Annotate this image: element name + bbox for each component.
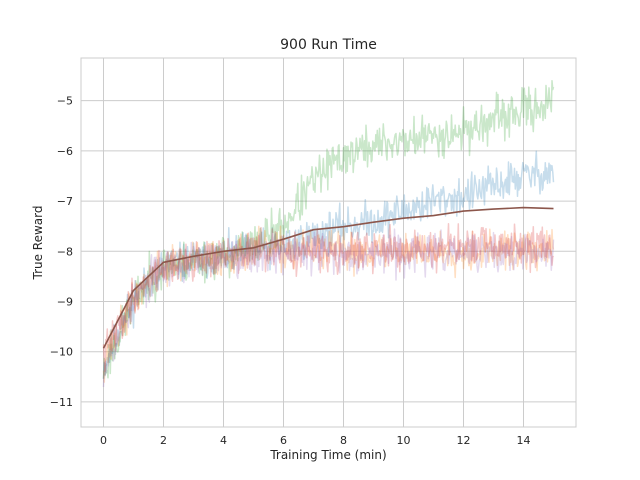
mean-line: [102, 206, 554, 349]
y-tick-label: −10: [50, 346, 73, 359]
y-tick-label: −9: [57, 295, 73, 308]
x-tick-labels: 0 2 4 6 8 10 12 14: [100, 434, 531, 447]
run-line-5: [102, 228, 555, 388]
x-tick-label: 0: [100, 434, 107, 447]
x-tick-label: 2: [160, 434, 167, 447]
run-line-4: [102, 223, 555, 373]
run-line-3: [102, 225, 555, 383]
axes-border: [80, 57, 577, 428]
x-tick-label: 8: [340, 434, 347, 447]
run-line-2: [102, 79, 555, 379]
series-lines: [102, 79, 555, 388]
run-line-1: [102, 150, 555, 380]
y-tick-label: −5: [57, 95, 73, 108]
y-axis-label: True Reward: [31, 206, 45, 281]
x-tick-label: 4: [220, 434, 227, 447]
chart-title: 900 Run Time: [280, 37, 377, 53]
x-tick-label: 14: [517, 434, 531, 447]
x-tick-label: 10: [397, 434, 411, 447]
x-axis-label: Training Time (min): [269, 448, 386, 462]
y-tick-label: −6: [57, 145, 73, 158]
x-tick-label: 6: [280, 434, 287, 447]
y-tick-labels: −11 −10 −9 −8 −7 −6 −5: [50, 95, 73, 409]
axes-frame: [80, 57, 577, 428]
grid-lines: [81, 58, 576, 427]
y-tick-label: −8: [57, 245, 73, 258]
y-tick-label: −7: [57, 195, 73, 208]
x-tick-label: 12: [457, 434, 471, 447]
y-tick-label: −11: [50, 396, 73, 409]
